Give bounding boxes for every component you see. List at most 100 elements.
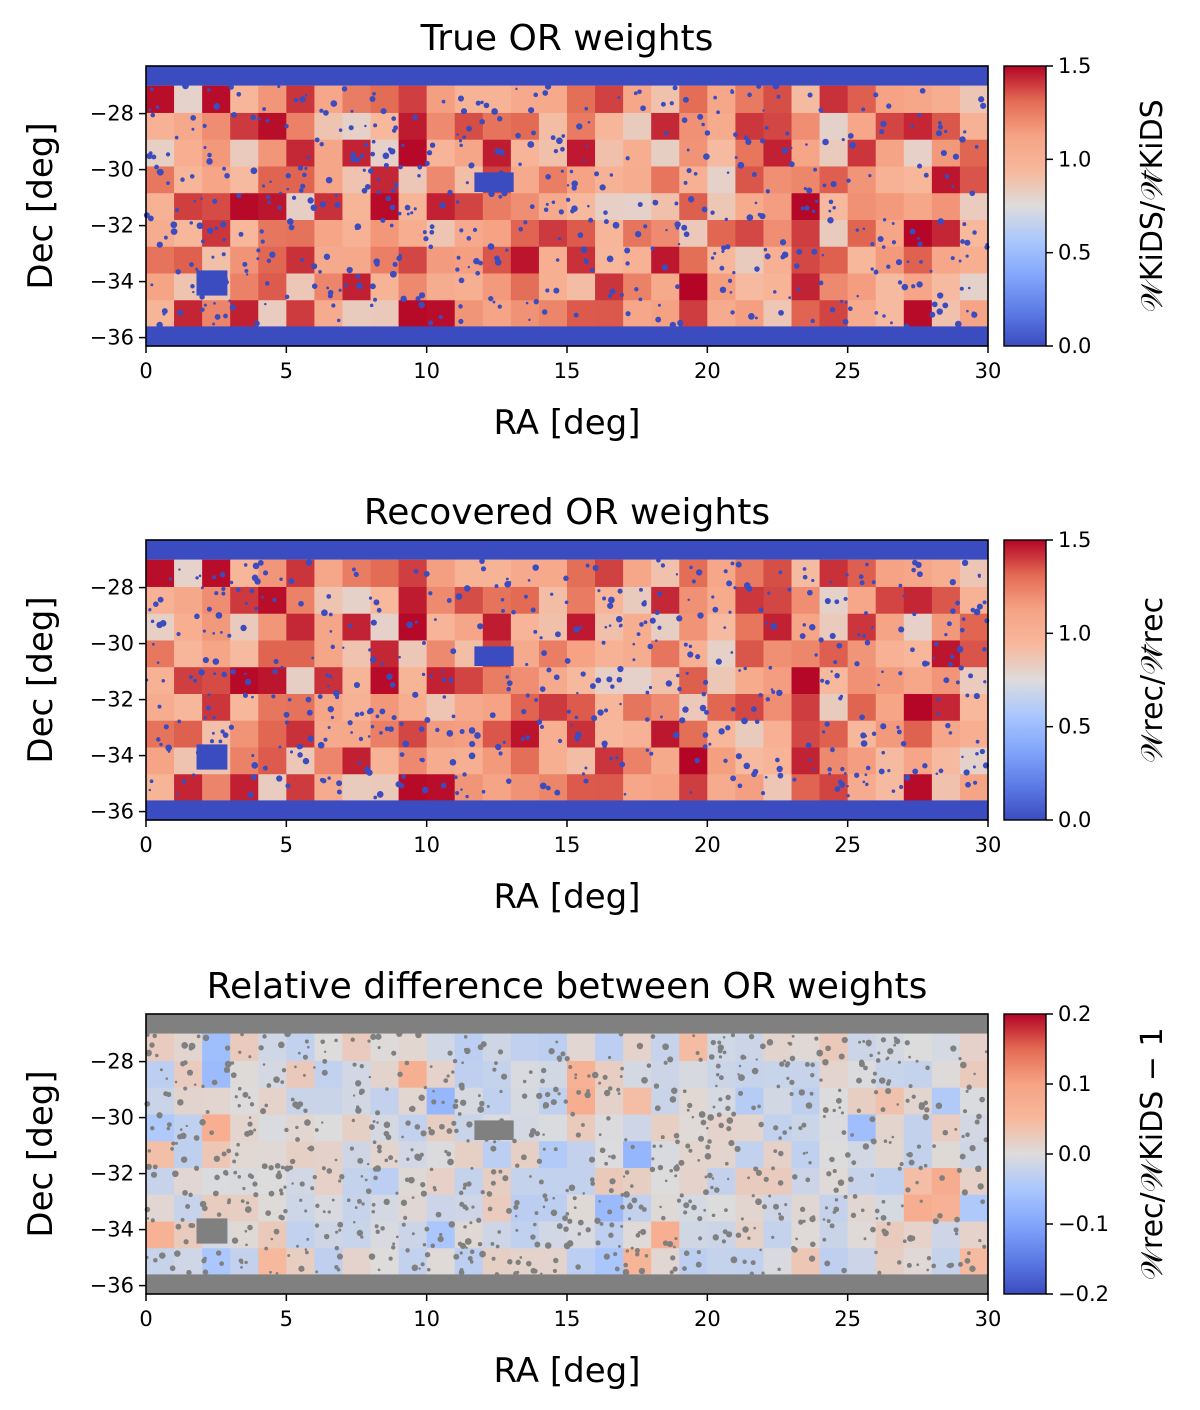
masked-pixel <box>902 1239 907 1244</box>
masked-pixel <box>409 1105 416 1113</box>
heatmap-tile <box>959 720 989 748</box>
masked-pixel <box>172 1170 179 1178</box>
masked-pixel <box>446 1151 452 1157</box>
masked-pixel <box>545 288 550 293</box>
masked-pixel <box>744 135 749 140</box>
masked-pixel <box>399 752 405 757</box>
masked-pixel <box>311 263 318 270</box>
masked-pixel <box>570 724 573 727</box>
masked-pixel <box>826 1219 831 1223</box>
masked-pixel <box>518 162 522 167</box>
masked-pixel <box>798 1126 803 1131</box>
masked-pixel <box>695 654 701 660</box>
masked-region-hole-b <box>196 1218 228 1244</box>
heatmap-tile <box>567 666 596 694</box>
masked-pixel <box>533 92 539 98</box>
masked-pixel <box>265 118 270 123</box>
masked-pixel <box>810 1072 815 1078</box>
masked-pixel <box>338 128 343 132</box>
masked-pixel <box>389 223 394 228</box>
masked-pixel <box>211 255 215 259</box>
masked-pixel <box>897 1060 901 1064</box>
masked-pixel <box>647 643 654 650</box>
masked-pixel <box>463 1035 468 1039</box>
masked-pixel <box>862 1039 866 1043</box>
masked-pixel <box>710 1185 714 1190</box>
masked-pixel <box>726 1126 732 1132</box>
masked-pixel <box>863 1065 868 1071</box>
heatmap-tile <box>595 639 624 668</box>
masked-pixel <box>576 1089 582 1095</box>
masked-pixel <box>808 1161 812 1165</box>
masked-pixel <box>645 690 650 695</box>
masked-pixel <box>266 258 272 264</box>
masked-pixel <box>814 1036 819 1041</box>
masked-pixel <box>852 1194 858 1199</box>
masked-pixel <box>338 288 342 292</box>
masked-pixel <box>398 164 403 170</box>
masked-pixel <box>637 201 643 208</box>
masked-pixel <box>891 1135 895 1139</box>
heatmap-tile <box>426 693 456 721</box>
masked-pixel <box>698 1057 703 1062</box>
heatmap-tile <box>286 1087 315 1115</box>
masked-pixel <box>969 190 976 197</box>
masked-pixel <box>406 1157 410 1162</box>
masked-pixel <box>724 1208 728 1212</box>
masked-pixel <box>327 289 334 296</box>
masked-pixel <box>386 673 393 680</box>
masked-pixel <box>759 1043 766 1050</box>
heatmap-tile <box>707 165 736 194</box>
masked-pixel <box>809 1091 814 1096</box>
masked-pixel <box>232 1159 237 1164</box>
masked-pixel <box>420 1262 425 1267</box>
masked-pixel <box>824 679 830 685</box>
heatmap-tile <box>567 1140 596 1168</box>
heatmap-tile <box>959 139 989 167</box>
heatmap-tile <box>763 219 793 247</box>
masked-pixel <box>617 588 623 594</box>
masked-pixel <box>643 224 648 229</box>
masked-pixel <box>157 704 162 709</box>
masked-pixel <box>887 1048 894 1055</box>
masked-pixel <box>360 1175 364 1178</box>
masked-pixel <box>898 784 904 790</box>
masked-pixel <box>455 200 460 204</box>
masked-pixel <box>965 781 971 788</box>
masked-pixel <box>577 1219 584 1226</box>
masked-pixel <box>833 660 838 665</box>
masked-pixel <box>900 740 907 747</box>
heatmap-tile <box>623 639 652 668</box>
masked-pixel <box>737 1073 740 1076</box>
masked-pixel <box>954 1232 959 1236</box>
heatmap-tile <box>510 666 540 694</box>
masked-pixel <box>864 611 868 615</box>
heatmap-tile <box>482 1060 512 1088</box>
masked-pixel <box>244 1206 252 1213</box>
masked-pixel <box>521 708 527 715</box>
masked-pixel <box>755 1198 762 1206</box>
heatmap-tile <box>510 746 540 775</box>
masked-pixel <box>453 1253 460 1260</box>
masked-pixel <box>678 1159 685 1166</box>
masked-pixel <box>364 766 371 773</box>
masked-pixel <box>270 1237 274 1241</box>
masked-pixel <box>212 632 216 635</box>
masked-pixel <box>674 1236 678 1241</box>
heatmap-tile <box>763 1220 793 1249</box>
heatmap-tile <box>623 112 652 140</box>
masked-pixel <box>912 559 918 566</box>
heatmap-tile <box>370 1167 400 1195</box>
masked-pixel <box>584 766 588 770</box>
masked-pixel <box>222 237 226 242</box>
masked-pixel <box>417 164 423 170</box>
masked-pixel <box>202 629 206 633</box>
masked-pixel <box>376 1121 379 1124</box>
masked-pixel <box>812 768 816 771</box>
masked-pixel <box>465 794 469 799</box>
masked-pixel <box>716 110 720 115</box>
heatmap-tile <box>174 1167 203 1195</box>
masked-pixel <box>688 644 693 649</box>
masked-pixel <box>280 1080 285 1085</box>
masked-pixel <box>936 697 941 702</box>
